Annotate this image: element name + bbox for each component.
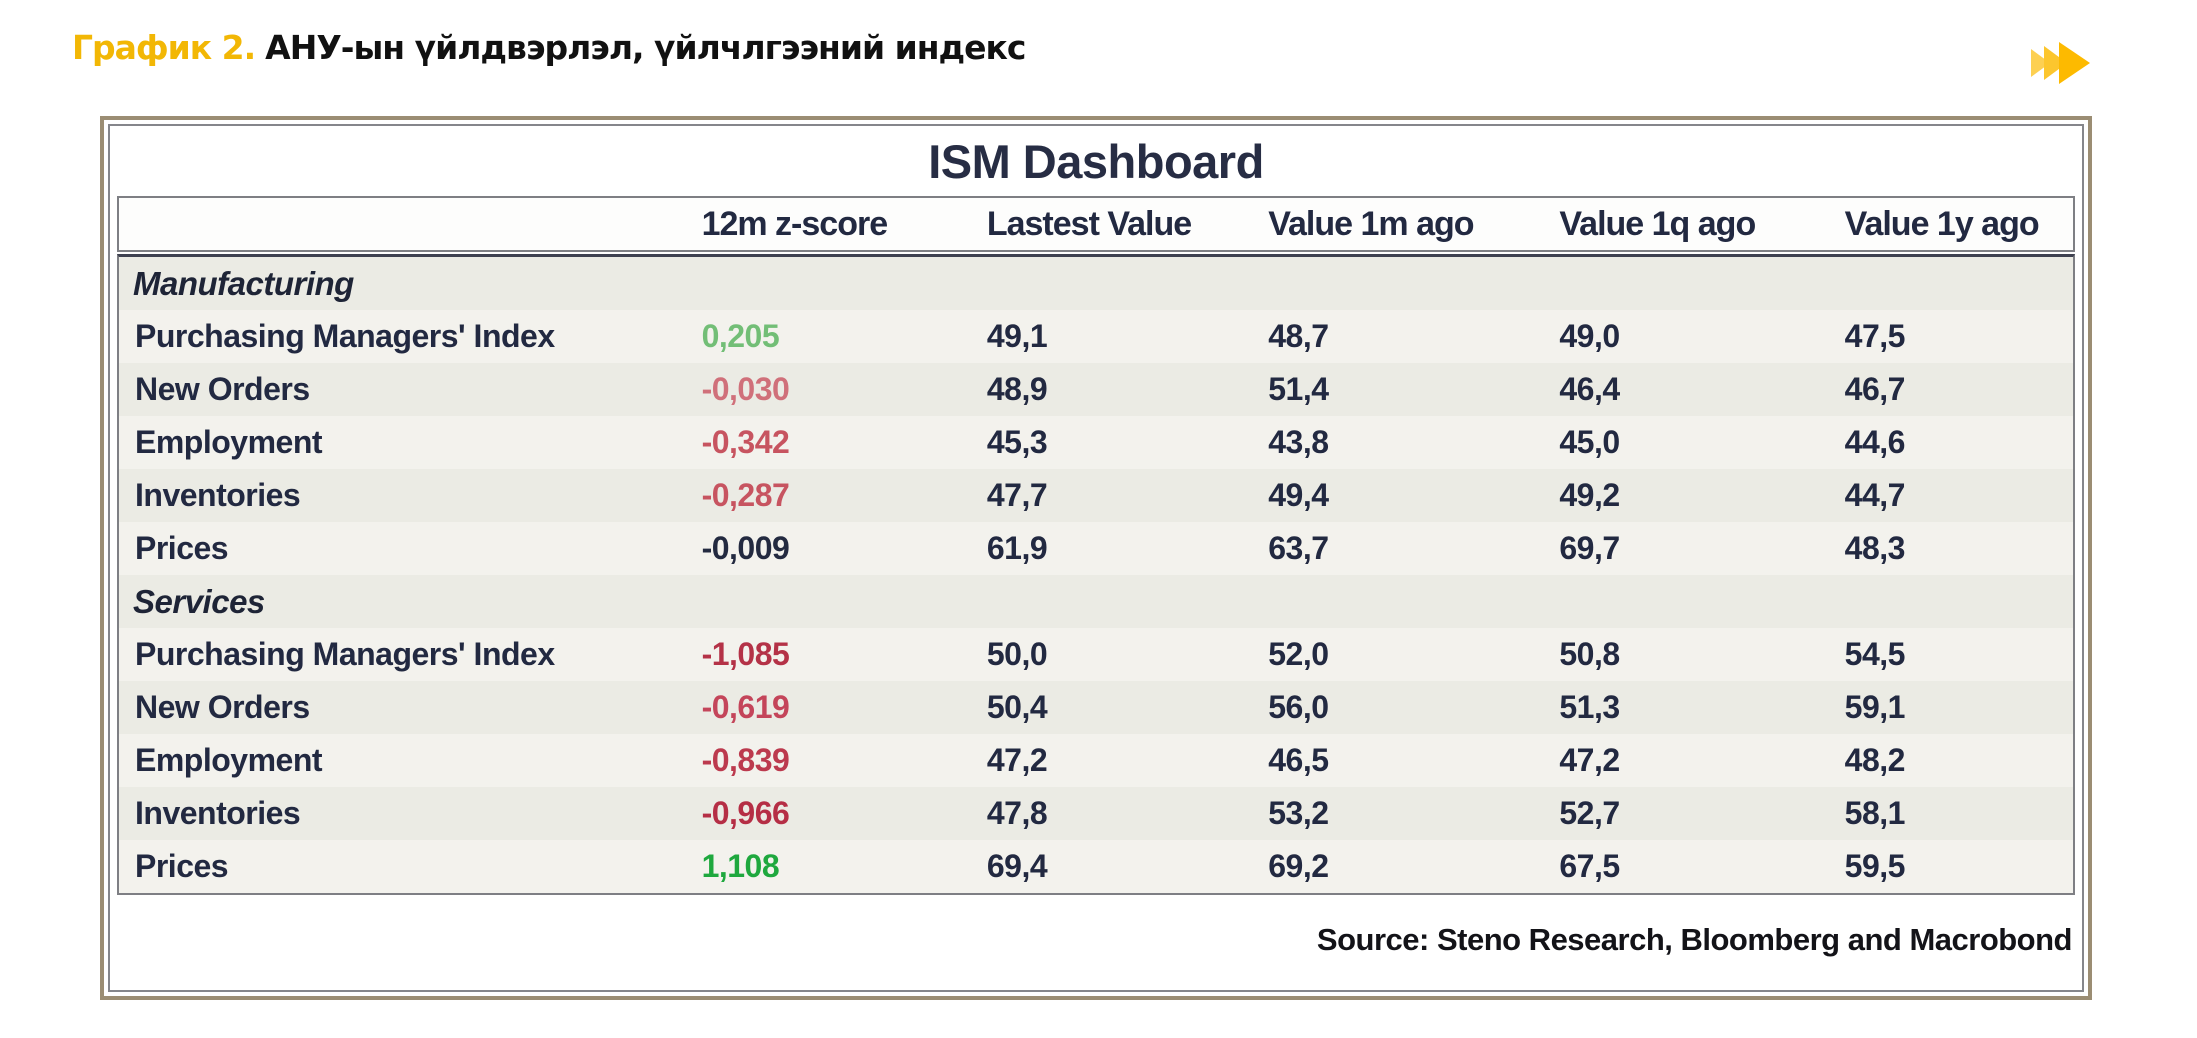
- value-1y-ago: 58,1: [1844, 795, 1906, 831]
- table-row: Purchasing Managers' Index 0,205 49,1 48…: [119, 310, 2073, 363]
- value-1q-ago: 50,8: [1559, 636, 1620, 672]
- table-row: Inventories -0,287 47,7 49,4 49,2 44,7: [119, 469, 2073, 522]
- value-1m-ago: 53,2: [1268, 795, 1329, 831]
- value-1m-ago: 56,0: [1268, 689, 1329, 725]
- section-row-manufacturing: Manufacturing: [119, 257, 2073, 310]
- section-row-services: Services: [119, 575, 2073, 628]
- z-score-value: -0,009: [701, 530, 790, 566]
- row-label: Prices: [135, 530, 229, 566]
- column-header-1q: Value 1q ago: [1559, 204, 1756, 243]
- row-label: Prices: [135, 848, 229, 884]
- figure-number-label: График 2.: [72, 28, 256, 67]
- value-1y-ago: 59,1: [1844, 689, 1906, 725]
- value-1m-ago: 48,7: [1268, 318, 1329, 354]
- latest-value: 47,8: [986, 795, 1048, 831]
- latest-value: 49,1: [986, 318, 1048, 354]
- value-1q-ago: 67,5: [1559, 848, 1620, 884]
- latest-value: 50,4: [986, 689, 1048, 725]
- value-1m-ago: 51,4: [1268, 371, 1329, 407]
- value-1m-ago: 43,8: [1268, 424, 1329, 460]
- table-row: Purchasing Managers' Index -1,085 50,0 5…: [119, 628, 2073, 681]
- latest-value: 47,2: [986, 742, 1048, 778]
- table-row: New Orders -0,619 50,4 56,0 51,3 59,1: [119, 681, 2073, 734]
- value-1q-ago: 51,3: [1559, 689, 1620, 725]
- row-label: Purchasing Managers' Index: [135, 636, 555, 672]
- z-score-value: -0,342: [701, 424, 790, 460]
- column-header-1m: Value 1m ago: [1268, 204, 1474, 243]
- ism-dashboard-frame: ISM Dashboard 12m z-score Lastest Value …: [100, 116, 2092, 1000]
- data-table: Manufacturing Purchasing Managers' Index…: [117, 254, 2075, 895]
- value-1m-ago: 63,7: [1268, 530, 1329, 566]
- row-label: Inventories: [135, 477, 301, 513]
- column-header-row: 12m z-score Lastest Value Value 1m ago V…: [117, 196, 2075, 252]
- value-1q-ago: 52,7: [1559, 795, 1620, 831]
- value-1y-ago: 44,7: [1844, 477, 1906, 513]
- table-row: Employment -0,342 45,3 43,8 45,0 44,6: [119, 416, 2073, 469]
- latest-value: 48,9: [986, 371, 1048, 407]
- value-1y-ago: 59,5: [1844, 848, 1906, 884]
- z-score-value: 1,108: [701, 848, 780, 884]
- latest-value: 47,7: [986, 477, 1048, 513]
- fast-forward-icon: [2031, 42, 2090, 84]
- value-1y-ago: 44,6: [1844, 424, 1906, 460]
- value-1q-ago: 46,4: [1559, 371, 1620, 407]
- footer: Source: Steno Research, Bloomberg and Ma…: [110, 895, 2082, 990]
- z-score-value: -0,287: [701, 477, 790, 513]
- table-row: New Orders -0,030 48,9 51,4 46,4 46,7: [119, 363, 2073, 416]
- latest-value: 69,4: [986, 848, 1048, 884]
- latest-value: 50,0: [986, 636, 1048, 672]
- source-note: Source: Steno Research, Bloomberg and Ma…: [1316, 921, 2073, 957]
- z-score-value: -0,966: [701, 795, 790, 831]
- row-label: New Orders: [135, 371, 310, 407]
- latest-value: 45,3: [986, 424, 1048, 460]
- table-row: Inventories -0,966 47,8 53,2 52,7 58,1: [119, 787, 2073, 840]
- figure-title-text: АНУ-ын үйлдвэрлэл, үйлчлгээний индекс: [265, 28, 1026, 67]
- z-score-value: 0,205: [701, 318, 780, 354]
- section-label: Manufacturing: [133, 264, 354, 302]
- row-label: New Orders: [135, 689, 310, 725]
- column-header-1y: Value 1y ago: [1844, 204, 2040, 243]
- row-label: Employment: [135, 742, 323, 778]
- z-score-value: -1,085: [701, 636, 790, 672]
- value-1m-ago: 49,4: [1268, 477, 1329, 513]
- value-1q-ago: 49,2: [1559, 477, 1620, 513]
- column-header-latest: Lastest Value: [986, 204, 1192, 243]
- dashboard-title: ISM Dashboard: [928, 134, 1264, 188]
- row-label: Purchasing Managers' Index: [135, 318, 555, 354]
- ism-dashboard-chart: ISM Dashboard 12m z-score Lastest Value …: [108, 124, 2084, 992]
- z-score-value: -0,619: [701, 689, 790, 725]
- page-title: График 2. АНУ-ын үйлдвэрлэл, үйлчлгээний …: [72, 28, 1027, 67]
- table-row: Prices -0,009 61,9 63,7 69,7 48,3: [119, 522, 2073, 575]
- table-row: Prices 1,108 69,4 69,2 67,5 59,5: [119, 840, 2073, 893]
- value-1y-ago: 48,3: [1844, 530, 1906, 566]
- table-row: Employment -0,839 47,2 46,5 47,2 48,2: [119, 734, 2073, 787]
- row-label: Employment: [135, 424, 323, 460]
- value-1m-ago: 46,5: [1268, 742, 1329, 778]
- value-1m-ago: 52,0: [1268, 636, 1329, 672]
- column-header-zscore: 12m z-score: [701, 204, 889, 243]
- value-1y-ago: 48,2: [1844, 742, 1906, 778]
- value-1q-ago: 49,0: [1559, 318, 1620, 354]
- value-1q-ago: 69,7: [1559, 530, 1620, 566]
- section-label: Services: [133, 582, 265, 620]
- z-score-value: -0,030: [701, 371, 790, 407]
- value-1y-ago: 46,7: [1844, 371, 1906, 407]
- value-1q-ago: 45,0: [1559, 424, 1620, 460]
- row-label: Inventories: [135, 795, 301, 831]
- value-1y-ago: 47,5: [1844, 318, 1906, 354]
- latest-value: 61,9: [986, 530, 1048, 566]
- z-score-value: -0,839: [701, 742, 790, 778]
- value-1m-ago: 69,2: [1268, 848, 1329, 884]
- value-1q-ago: 47,2: [1559, 742, 1620, 778]
- value-1y-ago: 54,5: [1844, 636, 1906, 672]
